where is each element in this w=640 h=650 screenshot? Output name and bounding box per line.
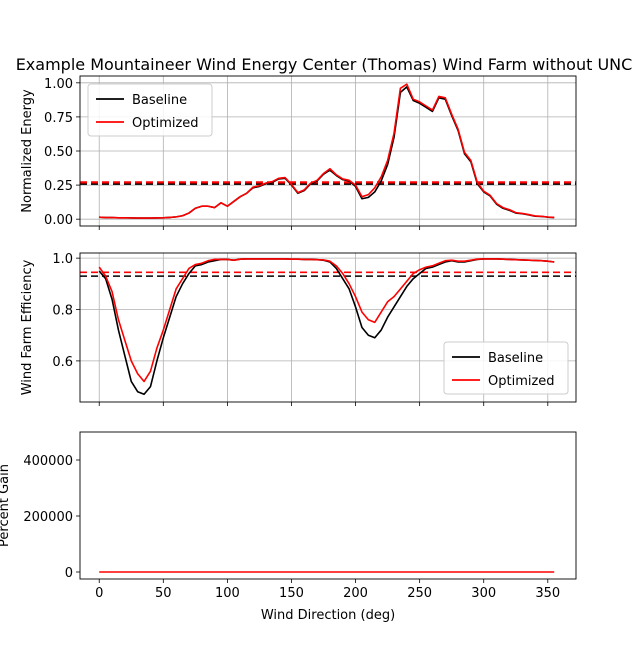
axes-frame	[79, 431, 577, 580]
x-tick-label: 0	[95, 586, 103, 601]
y-axis-label: Normalized Energy	[20, 89, 35, 213]
y-tick-label: 1.00	[44, 77, 73, 92]
y-tick-label: 0.8	[52, 304, 73, 319]
legend: Baseline Optimized	[87, 83, 213, 137]
x-tick-label: 300	[471, 586, 496, 601]
y-tick-label: 0.6	[52, 355, 73, 370]
x-axis-label: Wind Direction (deg)	[261, 608, 395, 623]
y-tick-label: 400000	[23, 454, 73, 469]
y-tick-label: 0.00	[44, 213, 73, 228]
series-line-optimized	[99, 83, 555, 219]
y-tick-label: 1.0	[52, 252, 73, 267]
legend: Baseline Optimized	[443, 341, 569, 395]
x-tick-label: 50	[155, 586, 172, 601]
y-tick-label: 0.50	[44, 145, 73, 160]
legend-label-baseline: Baseline	[488, 351, 543, 366]
percent-gain-axes: 0 50 100 150 200 250 300 350 0 200000 400000 Percen…	[0, 431, 577, 601]
x-tick-label: 150	[279, 586, 304, 601]
y-axis-label: Wind Farm Efficiency	[20, 259, 35, 395]
axes-frame	[79, 75, 577, 227]
legend-label-optimized: Optimized	[488, 374, 555, 389]
figure-title: Example Mountaineer Wind Energy Center (…	[16, 55, 633, 74]
y-tick-label: 0.25	[44, 179, 73, 194]
x-tick-label: 350	[535, 586, 560, 601]
efficiency-axes: 0.6 0.8 1.0 Wind Farm Efficiency Baseline Opt…	[20, 252, 577, 406]
legend-box	[87, 83, 213, 137]
legend-box	[443, 341, 569, 395]
x-tick-label: 200	[343, 586, 368, 601]
y-tick-label: 0.75	[44, 111, 73, 126]
legend-label-baseline: Baseline	[132, 93, 187, 108]
x-tick-label: 250	[407, 586, 432, 601]
plot-area	[80, 83, 576, 219]
y-tick-label: 0	[65, 566, 73, 581]
legend-label-optimized: Optimized	[132, 116, 199, 131]
y-tick-label: 200000	[23, 510, 73, 525]
energy-axes: 0.00 0.25 0.50 0.75 1.00 Normalized Energy Bas…	[20, 75, 577, 230]
y-axis-label: Percent Gain	[0, 464, 12, 547]
axes-frame	[79, 252, 577, 403]
series-line-optimized	[98, 258, 555, 383]
plot-area	[80, 258, 576, 396]
x-tick-label: 100	[215, 586, 240, 601]
